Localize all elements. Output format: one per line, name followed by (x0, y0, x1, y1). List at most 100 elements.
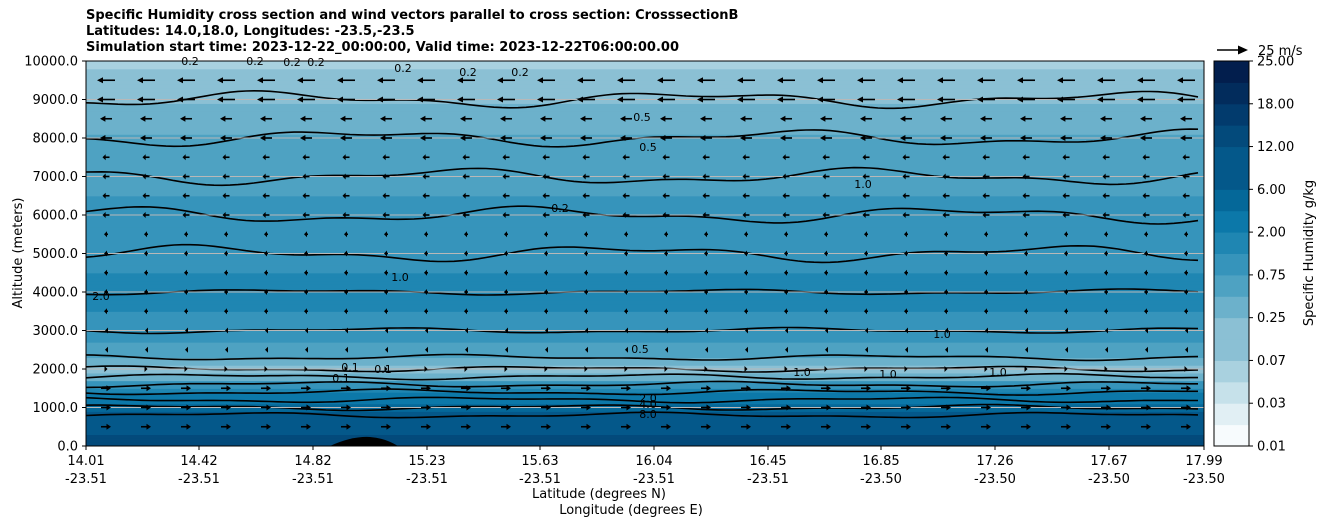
quiver-key-arrowhead (1238, 45, 1248, 55)
wind-arrow-head (622, 154, 626, 161)
colorbar-swatch (1214, 360, 1249, 383)
wind-arrow-head (417, 96, 423, 103)
wind-arrow-head (500, 115, 506, 122)
colorbar-tick-label: 0.25 (1257, 311, 1286, 326)
colorbar-swatch (1214, 253, 1249, 276)
wind-arrow-head (944, 231, 947, 238)
humidity-band (86, 153, 1204, 158)
wind-arrow-head (1102, 173, 1106, 180)
wind-arrow-head (664, 250, 667, 257)
wind-arrow-head (897, 77, 903, 84)
wind-arrow-head (702, 212, 706, 218)
wind-arrow-head (337, 96, 343, 103)
x-tick-label-lon: -23.51 (747, 472, 789, 487)
humidity-band (86, 380, 1204, 385)
wind-arrow-head (1105, 346, 1108, 353)
wind-arrow-head (865, 346, 868, 353)
y-tick-label: 5000.0 (33, 247, 79, 262)
wind-arrow-head (945, 346, 948, 353)
x-axis-label-lat: Latitude (degrees N) (532, 487, 666, 502)
humidity-band (86, 411, 1204, 416)
wind-arrow-head (140, 115, 146, 122)
wind-arrow-head (502, 173, 506, 180)
wind-arrow-head (864, 250, 867, 257)
wind-arrow-head (946, 404, 951, 411)
humidity-band (86, 126, 1204, 131)
humidity-band (86, 303, 1204, 308)
wind-arrow-head (297, 77, 303, 84)
wind-arrow-head (1137, 77, 1143, 84)
wind-arrow-head (1145, 346, 1148, 353)
humidity-band (86, 361, 1204, 366)
humidity-band (86, 241, 1204, 247)
wind-arrow-head (944, 289, 947, 295)
humidity-band (86, 326, 1204, 332)
wind-arrow-head (224, 250, 227, 257)
wind-arrow-head (742, 212, 746, 218)
wind-arrow-head (784, 366, 788, 372)
humidity-band (86, 292, 1204, 297)
wind-arrow-head (664, 308, 667, 315)
title-line-2: Latitudes: 14.0,18.0, Longitudes: -23.5,… (86, 24, 415, 39)
wind-arrow-head (540, 115, 546, 122)
wind-arrow-head (417, 77, 423, 84)
wind-arrow-head (426, 423, 431, 430)
wind-arrow-head (662, 173, 666, 180)
wind-arrow-head (340, 115, 346, 122)
wind-arrow-head (386, 404, 391, 411)
y-tick-label: 10000.0 (24, 55, 78, 70)
wind-arrow-head (182, 154, 186, 161)
x-tick-label-lon: -23.51 (519, 472, 561, 487)
wind-arrow-head (905, 346, 908, 353)
wind-arrow-head (624, 269, 627, 276)
wind-arrow-head (1144, 289, 1147, 295)
humidity-band (86, 218, 1204, 224)
wind-arrow-head (540, 135, 546, 141)
contour-label: 0.2 (511, 66, 529, 79)
wind-arrow-head (382, 154, 386, 161)
wind-arrow-head (822, 192, 826, 199)
wind-arrow-head (1106, 423, 1111, 430)
contour-label: 8.0 (639, 408, 657, 421)
wind-arrow-head (186, 423, 191, 430)
wind-arrow-head (582, 212, 586, 218)
wind-arrow-head (1177, 77, 1183, 84)
wind-arrow-head (542, 192, 546, 199)
wind-arrow-head (824, 308, 827, 315)
x-tick-label-lon: -23.51 (406, 472, 448, 487)
x-tick-label-lon: -23.51 (65, 472, 107, 487)
wind-arrow-head (904, 308, 907, 315)
wind-arrow-head (944, 308, 947, 315)
wind-arrow-head (306, 385, 311, 392)
wind-arrow-head (345, 327, 348, 334)
humidity-band (86, 107, 1204, 112)
wind-arrow-head (744, 231, 747, 238)
wind-arrow-head (384, 231, 387, 238)
wind-arrow-head (624, 231, 627, 238)
wind-arrow-head (1022, 192, 1026, 199)
humidity-band (86, 111, 1204, 116)
wind-arrow-head (582, 192, 586, 199)
wind-arrow-head (257, 77, 263, 84)
wind-arrow-head (344, 289, 347, 295)
wind-arrow-head (222, 154, 226, 161)
humidity-band (86, 442, 1204, 446)
wind-arrow-head (904, 269, 907, 276)
colorbar-tick-label: 0.75 (1257, 268, 1286, 283)
wind-arrow-head (582, 173, 586, 180)
wind-arrow-head (865, 327, 868, 334)
wind-arrow-head (904, 231, 907, 238)
wind-arrow-head (704, 366, 708, 372)
wind-arrow-head (1142, 173, 1146, 180)
wind-arrow-head (177, 96, 183, 103)
wind-arrow-head (902, 212, 906, 218)
wind-arrow-head (1097, 77, 1103, 84)
wind-arrow-head (465, 346, 468, 353)
wind-arrow-head (457, 96, 463, 103)
wind-arrow-head (146, 385, 151, 392)
wind-arrow-head (142, 154, 146, 161)
wind-arrow-head (184, 250, 187, 257)
humidity-band (86, 122, 1204, 128)
contour-label: 4.0 (639, 398, 657, 411)
contour-line (86, 205, 1199, 225)
